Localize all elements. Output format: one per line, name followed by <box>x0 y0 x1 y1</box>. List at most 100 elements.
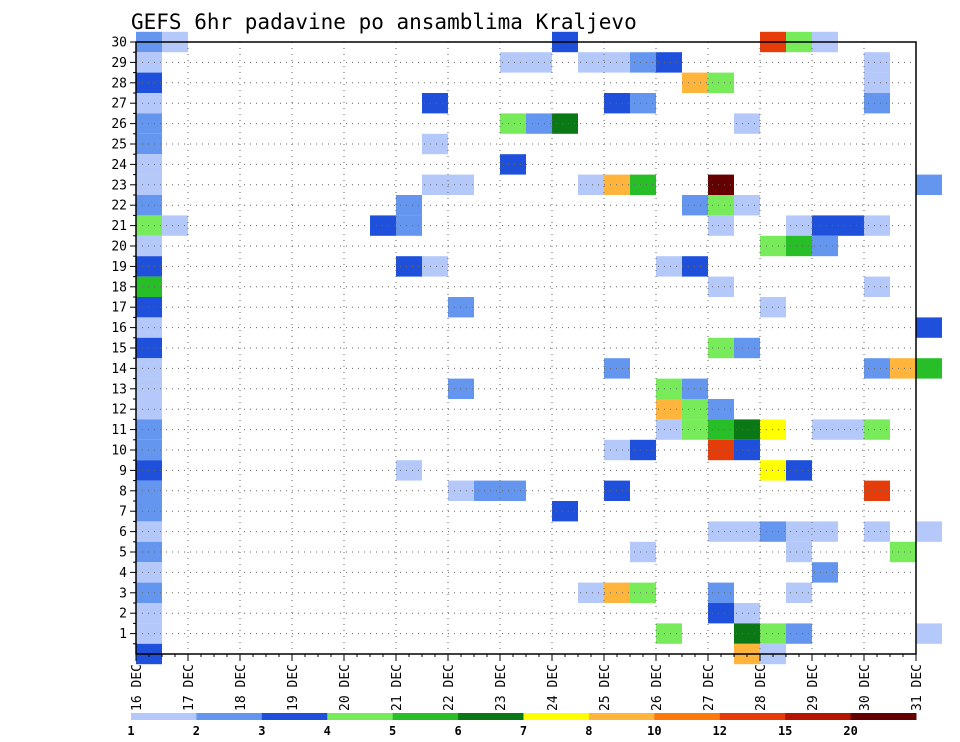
x-tick-label: 19 DEC <box>286 664 301 711</box>
colorbar-label: 12 <box>713 724 727 738</box>
heatmap-cell <box>656 256 682 277</box>
colorbar-swatch <box>196 713 263 720</box>
heatmap-cell <box>864 93 890 114</box>
heatmap-cell <box>916 623 942 644</box>
y-tick-label: 17 <box>111 301 127 316</box>
y-tick-label: 25 <box>111 138 127 153</box>
heatmap-cell <box>812 215 838 236</box>
y-tick-label: 28 <box>111 76 127 91</box>
heatmap-cell <box>786 215 812 236</box>
heatmap-cell <box>656 419 682 440</box>
colorbar-label: 1 <box>127 724 134 738</box>
heatmap-cell <box>734 521 760 542</box>
colorbar-label: 6 <box>454 724 461 738</box>
x-tick-label: 22 DEC <box>442 664 457 711</box>
y-tick-label: 6 <box>119 525 127 540</box>
x-tick-label: 20 DEC <box>338 664 353 711</box>
heatmap-cell <box>656 52 682 73</box>
heatmap-cell <box>708 72 734 93</box>
colorbar: 1 2 3 4 5 6 7 8 10 12 15 20 <box>127 713 917 738</box>
x-tick-label: 16 DEC <box>130 664 145 711</box>
heatmap-cell <box>812 562 838 583</box>
colorbar-label: 8 <box>585 724 592 738</box>
heatmap-cell <box>422 174 448 195</box>
heatmap-cell <box>890 541 916 563</box>
heatmap-cell <box>578 582 604 603</box>
heatmap-cell <box>552 501 578 522</box>
heatmap-cell <box>656 623 682 644</box>
heatmap-cell <box>916 358 942 379</box>
x-tick-label: 18 DEC <box>234 664 249 711</box>
heatmap-cell <box>708 399 734 420</box>
colorbar-label: 3 <box>258 724 265 738</box>
heatmap-cell <box>578 52 604 73</box>
y-tick-label: 24 <box>111 158 127 173</box>
x-tick-label: 27 DEC <box>702 664 717 711</box>
heatmap-cell <box>500 480 526 501</box>
x-tick-label: 25 DEC <box>598 664 613 711</box>
y-tick-label: 7 <box>119 505 127 520</box>
colorbar-swatch <box>261 713 328 720</box>
heatmap-cell <box>786 623 812 644</box>
heatmap-cell <box>786 460 812 481</box>
heatmap-cell <box>864 215 890 236</box>
y-tick-label: 11 <box>111 423 127 438</box>
heatmap-cell <box>708 582 734 603</box>
heatmap-cell <box>890 358 916 379</box>
y-tick-label: 3 <box>119 586 127 601</box>
heatmap-cell <box>708 276 734 297</box>
heatmap-cell <box>734 337 760 359</box>
colorbar-label: 4 <box>324 724 331 738</box>
heatmap-cell <box>396 215 422 236</box>
heatmap-cell <box>864 358 890 379</box>
heatmap-cell <box>422 256 448 277</box>
y-axis: 1234567891011121314151617181920212223242… <box>111 36 136 645</box>
heatmap-cell <box>734 195 760 216</box>
y-tick-label: 10 <box>111 444 127 459</box>
heatmap-cell <box>708 174 734 195</box>
y-tick-label: 20 <box>111 240 127 255</box>
heatmap-cell <box>786 521 812 542</box>
heatmap-cell <box>162 215 188 236</box>
colorbar-swatch <box>392 713 459 720</box>
heatmap-cell <box>786 582 812 603</box>
x-tick-label: 24 DEC <box>546 664 561 711</box>
heatmap-cell <box>422 133 448 155</box>
y-tick-label: 30 <box>111 36 127 51</box>
heatmap-cell <box>630 52 656 73</box>
y-tick-label: 9 <box>119 464 127 479</box>
colorbar-label: 7 <box>520 724 527 738</box>
heatmap-cell <box>916 317 942 338</box>
x-tick-label: 30 DEC <box>858 664 873 711</box>
x-tick-label: 21 DEC <box>390 664 405 711</box>
x-tick-label: 17 DEC <box>182 664 197 711</box>
heatmap-cell <box>630 582 656 603</box>
y-tick-label: 14 <box>111 362 127 377</box>
heatmap-cell <box>734 113 760 134</box>
colorbar-label: 10 <box>647 724 661 738</box>
colorbar-swatch <box>327 713 394 720</box>
heatmap-cell <box>864 52 890 73</box>
colorbar-label: 15 <box>778 724 792 738</box>
heatmap-cell <box>812 521 838 542</box>
heatmap-cell <box>656 399 682 420</box>
colorbar-swatch <box>785 713 852 720</box>
x-tick-label: 31 DEC <box>910 664 925 711</box>
heatmap-cell <box>916 174 942 195</box>
heatmap-cell <box>630 93 656 114</box>
x-tick-label: 29 DEC <box>806 664 821 711</box>
y-tick-label: 16 <box>111 321 127 336</box>
heatmap-cell <box>864 419 890 440</box>
heatmap-cell <box>708 603 734 624</box>
heatmap-cell <box>916 521 942 542</box>
x-tick-label: 28 DEC <box>754 664 769 711</box>
y-tick-label: 19 <box>111 260 127 275</box>
colorbar-label: 2 <box>193 724 200 738</box>
heatmap-cell <box>812 419 838 440</box>
heatmap-cell <box>500 52 526 73</box>
heatmap-cell <box>864 521 890 542</box>
chart-title: GEFS 6hr padavine po ansamblima Kraljevo <box>131 10 637 34</box>
heatmap-cell <box>422 93 448 114</box>
y-tick-label: 27 <box>111 97 127 112</box>
